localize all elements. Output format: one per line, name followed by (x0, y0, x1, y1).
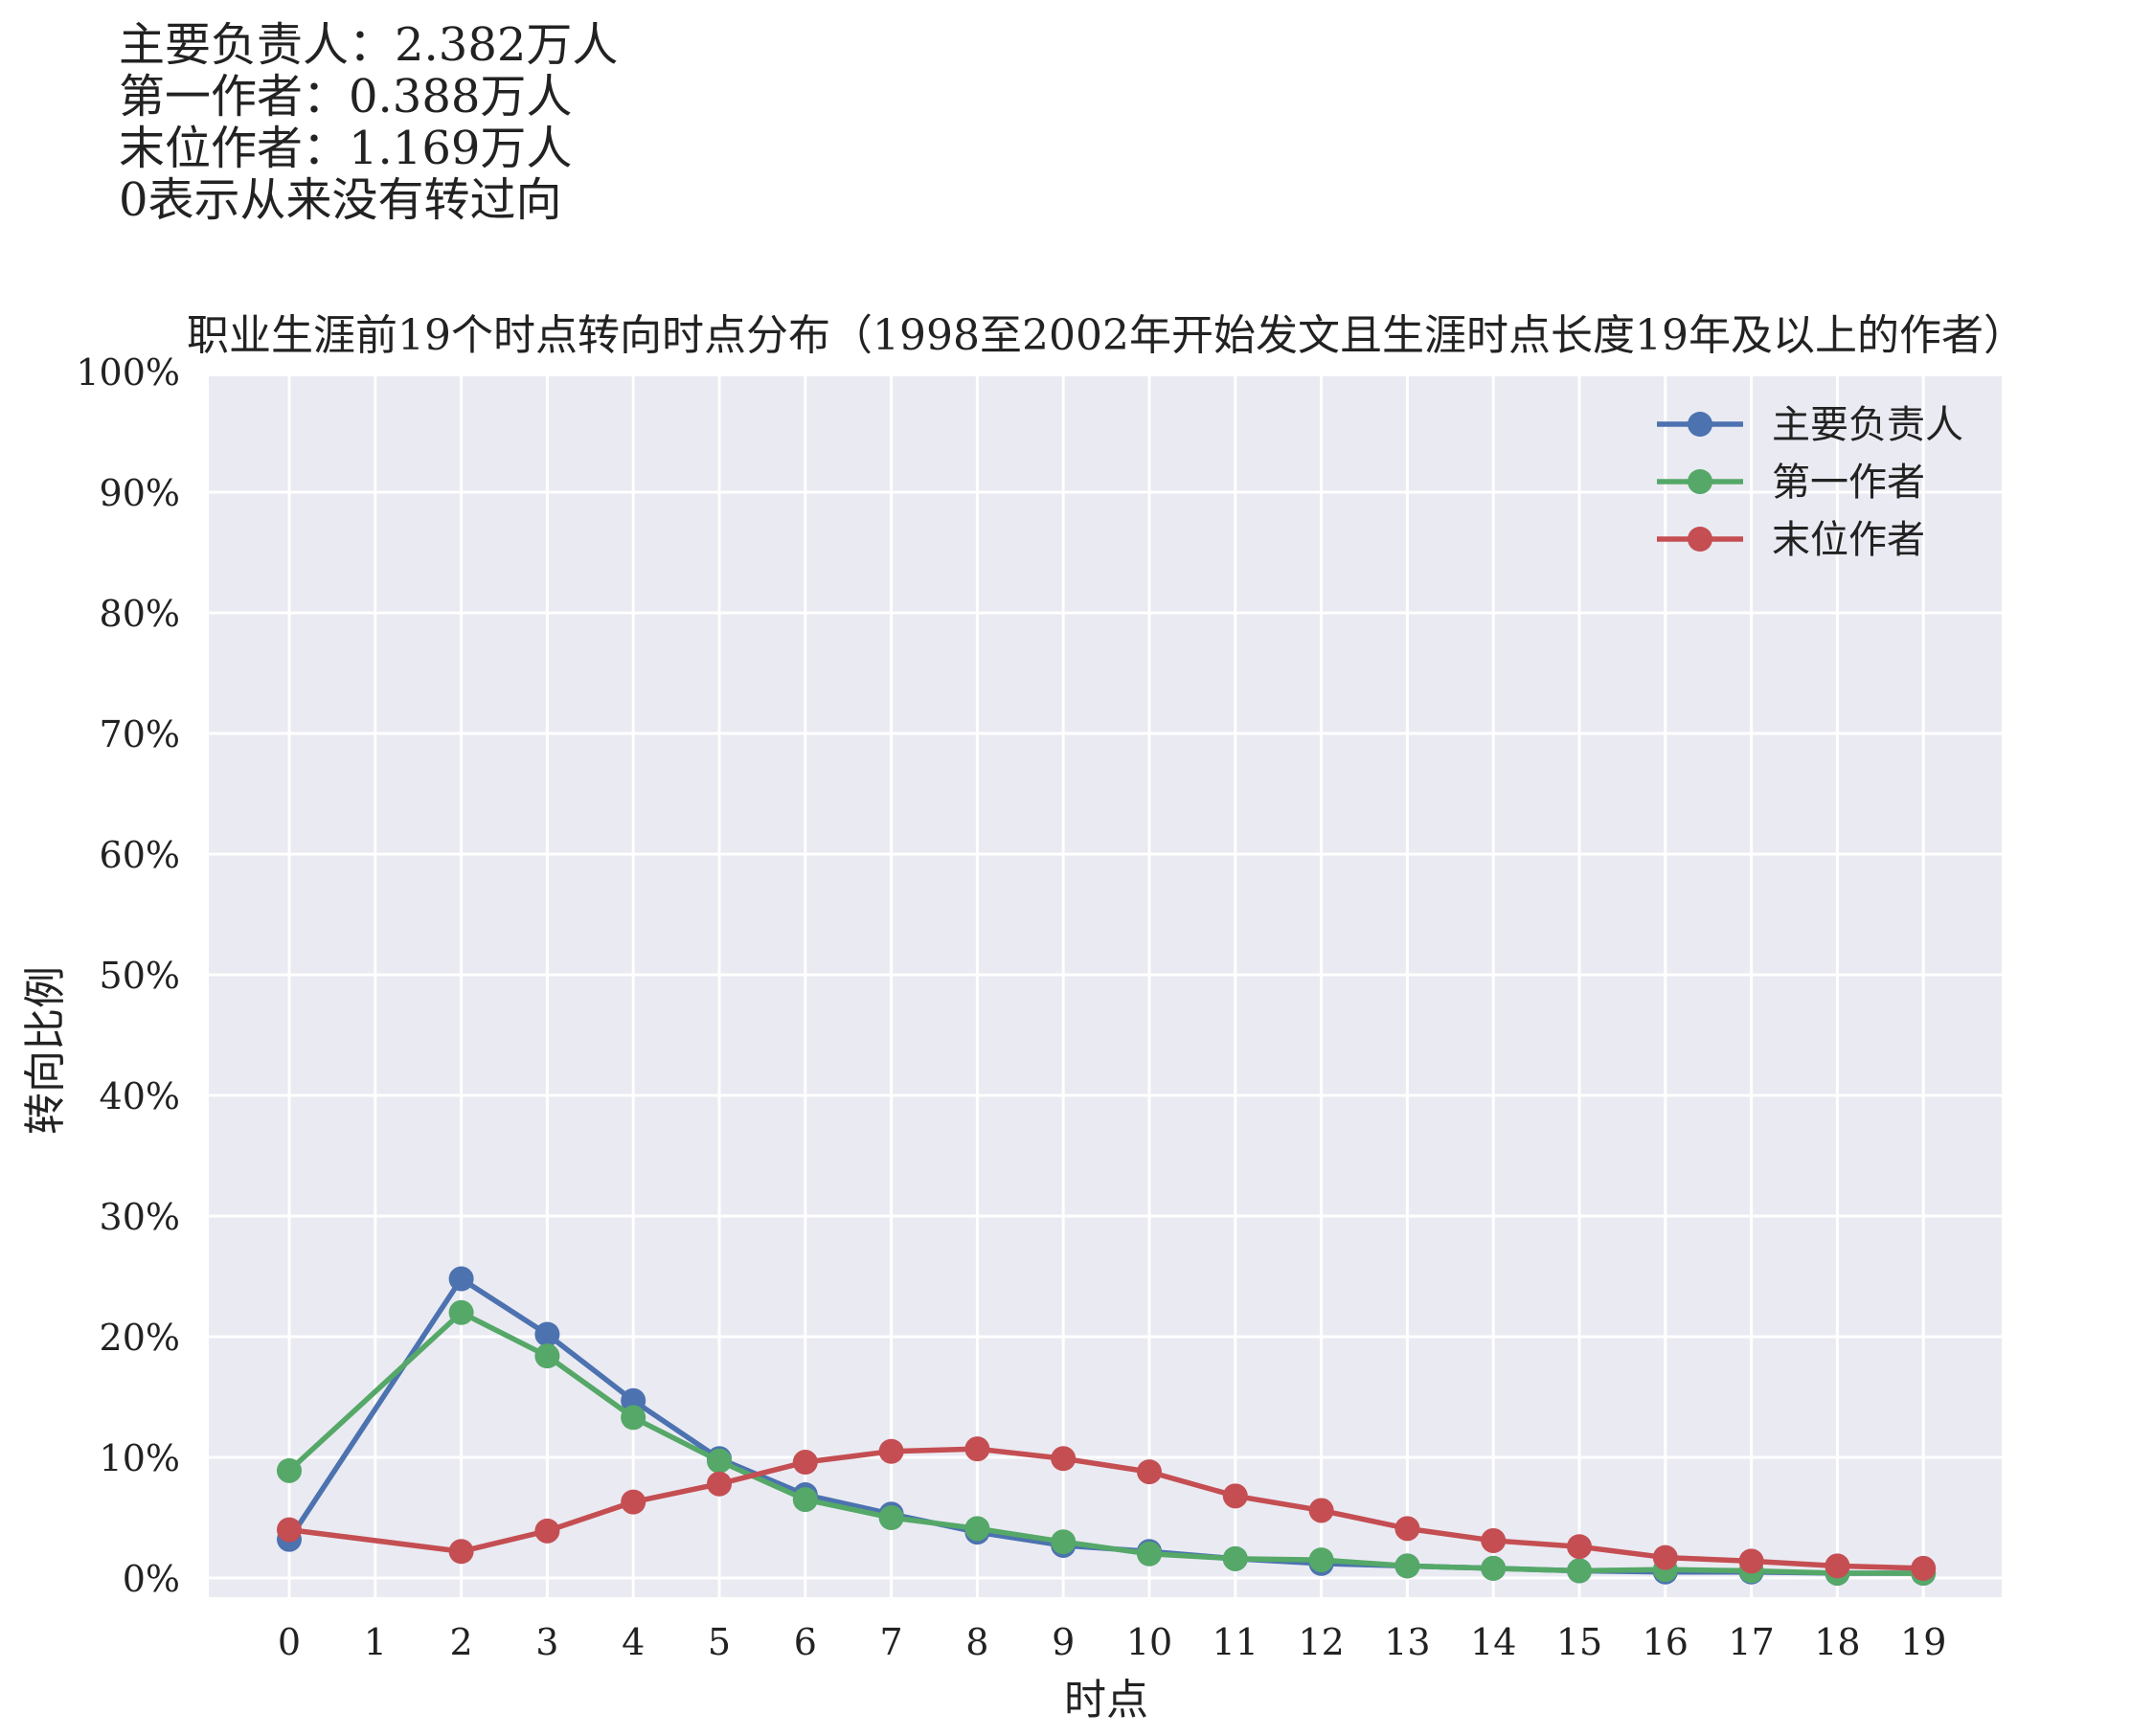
x-tick-label: 19 (1900, 1621, 1946, 1663)
x-tick-label: 14 (1470, 1621, 1516, 1663)
data-point (1739, 1548, 1764, 1573)
data-point (1567, 1558, 1592, 1583)
legend-label: 末位作者 (1772, 518, 1925, 562)
data-point (879, 1439, 904, 1464)
x-tick-label: 13 (1384, 1621, 1430, 1663)
y-axis-label: 转向比例 (21, 966, 70, 1135)
y-tick-label: 70% (100, 713, 180, 755)
y-tick-label: 0% (123, 1558, 180, 1600)
data-point (621, 1405, 646, 1430)
data-point (449, 1300, 474, 1325)
x-tick-label: 5 (708, 1621, 731, 1663)
data-point (277, 1458, 302, 1483)
data-point (1481, 1556, 1506, 1581)
data-point (1223, 1546, 1248, 1571)
y-tick-label: 20% (100, 1317, 180, 1359)
x-tick-label: 10 (1126, 1621, 1172, 1663)
data-point (534, 1519, 559, 1544)
x-tick-label: 8 (965, 1621, 988, 1663)
data-point (1137, 1542, 1162, 1567)
data-point (1223, 1483, 1248, 1508)
y-tick-labels: 0% 10% 20% 30% 40% 50% 60% 70% 80% 90% 100% (76, 351, 180, 1600)
data-point (1653, 1545, 1678, 1570)
x-tick-label: 15 (1556, 1621, 1602, 1663)
x-tick-label: 12 (1298, 1621, 1344, 1663)
data-point (1481, 1528, 1506, 1553)
x-tick-label: 2 (450, 1621, 473, 1663)
legend-marker (1688, 412, 1712, 437)
x-tick-label: 17 (1728, 1621, 1774, 1663)
data-point (449, 1267, 474, 1292)
data-point (1394, 1553, 1419, 1578)
data-point (534, 1343, 559, 1368)
x-tick-label: 18 (1814, 1621, 1860, 1663)
plot-area (209, 376, 2002, 1597)
data-point (277, 1518, 302, 1543)
y-tick-label: 60% (100, 834, 180, 876)
y-tick-label: 90% (100, 472, 180, 514)
data-point (793, 1487, 818, 1512)
x-tick-label: 4 (622, 1621, 645, 1663)
y-tick-label: 10% (100, 1437, 180, 1479)
x-tick-labels: 0 1 2 3 4 5 6 7 8 9 10 11 12 13 14 15 16 17 18 19 (278, 1621, 1946, 1663)
legend-label: 主要负责人 (1772, 403, 1963, 447)
legend-marker (1688, 469, 1712, 494)
y-tick-label: 50% (100, 955, 180, 997)
x-tick-label: 0 (278, 1621, 301, 1663)
data-point (449, 1539, 474, 1564)
data-point (1137, 1459, 1162, 1484)
x-tick-label: 7 (880, 1621, 903, 1663)
y-tick-label: 40% (100, 1075, 180, 1117)
x-tick-label: 11 (1213, 1621, 1258, 1663)
x-tick-label: 1 (364, 1621, 387, 1663)
y-tick-label: 80% (100, 593, 180, 635)
data-point (964, 1436, 989, 1461)
data-point (621, 1490, 646, 1515)
y-tick-label: 30% (100, 1196, 180, 1238)
data-point (534, 1321, 559, 1346)
x-tick-label: 3 (535, 1621, 558, 1663)
y-tick-label: 100% (76, 351, 180, 394)
x-axis-label: 时点 (1064, 1676, 1148, 1725)
data-point (879, 1505, 904, 1530)
data-point (1051, 1529, 1076, 1554)
x-tick-label: 6 (794, 1621, 817, 1663)
data-point (793, 1450, 818, 1475)
data-point (1911, 1556, 1936, 1581)
chart-title: 职业生涯前19个时点转向时点分布（1998至2002年开始发文且生涯时点长度19… (187, 311, 2026, 360)
data-point (1309, 1547, 1334, 1572)
legend-marker (1688, 527, 1712, 552)
data-point (707, 1472, 732, 1497)
data-point (1051, 1446, 1076, 1471)
data-point (1567, 1534, 1592, 1559)
data-point (964, 1516, 989, 1541)
data-point (1825, 1553, 1849, 1578)
data-point (1394, 1516, 1419, 1541)
x-tick-label: 16 (1643, 1621, 1689, 1663)
x-tick-label: 9 (1052, 1621, 1075, 1663)
legend-label: 第一作者 (1772, 461, 1925, 505)
data-point (1309, 1498, 1334, 1522)
data-point (707, 1449, 732, 1474)
